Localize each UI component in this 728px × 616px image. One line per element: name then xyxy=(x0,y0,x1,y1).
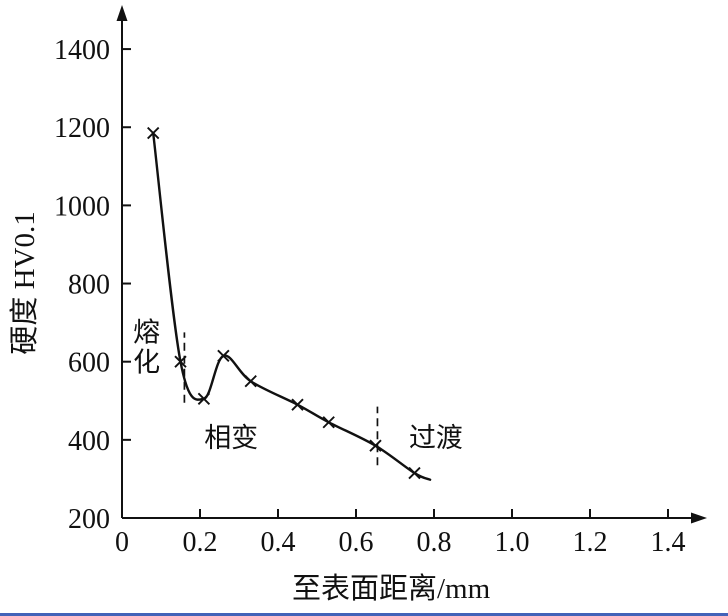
zone-label: 过渡 xyxy=(409,423,463,453)
x-tick-label: 1.4 xyxy=(651,527,686,558)
zone-label: 相变 xyxy=(204,423,258,453)
x-tick-label: 0.8 xyxy=(417,527,452,558)
y-tick-label: 1200 xyxy=(54,113,110,144)
y-tick-label: 400 xyxy=(68,426,110,457)
data-point-x-marker xyxy=(369,439,382,452)
data-point-x-marker xyxy=(217,349,230,363)
bottom-border-rule xyxy=(0,613,728,616)
y-tick-label: 200 xyxy=(68,504,110,535)
y-tick-label: 800 xyxy=(68,270,110,301)
x-tick-label: 0.2 xyxy=(183,527,218,558)
y-tick-label: 1400 xyxy=(54,35,110,66)
y-tick-label: 1000 xyxy=(54,191,110,222)
x-axis-arrow-icon xyxy=(691,512,707,524)
data-point-x-marker xyxy=(197,392,211,405)
x-tick-label: 0.6 xyxy=(339,527,374,558)
data-point-x-marker xyxy=(174,355,187,368)
data-point-x-marker xyxy=(408,466,421,480)
hardness-curve xyxy=(152,131,432,481)
x-tick-label: 0 xyxy=(115,527,129,558)
y-tick-label: 600 xyxy=(68,348,110,379)
x-axis-label: 至表面距离/mm xyxy=(292,572,491,605)
y-axis-label: 硬度 HV0.1 xyxy=(8,211,41,354)
x-tick-label: 1.2 xyxy=(573,527,608,558)
data-point-x-marker xyxy=(147,126,160,140)
data-point-x-marker xyxy=(291,398,304,411)
zone-label-vertical: 熔化 xyxy=(133,317,160,377)
data-point-x-marker xyxy=(244,375,257,388)
data-point-x-marker xyxy=(322,416,335,429)
x-tick-label: 0.4 xyxy=(261,527,296,558)
y-axis-arrow-icon xyxy=(116,5,128,21)
x-tick-label: 1.0 xyxy=(495,527,530,558)
